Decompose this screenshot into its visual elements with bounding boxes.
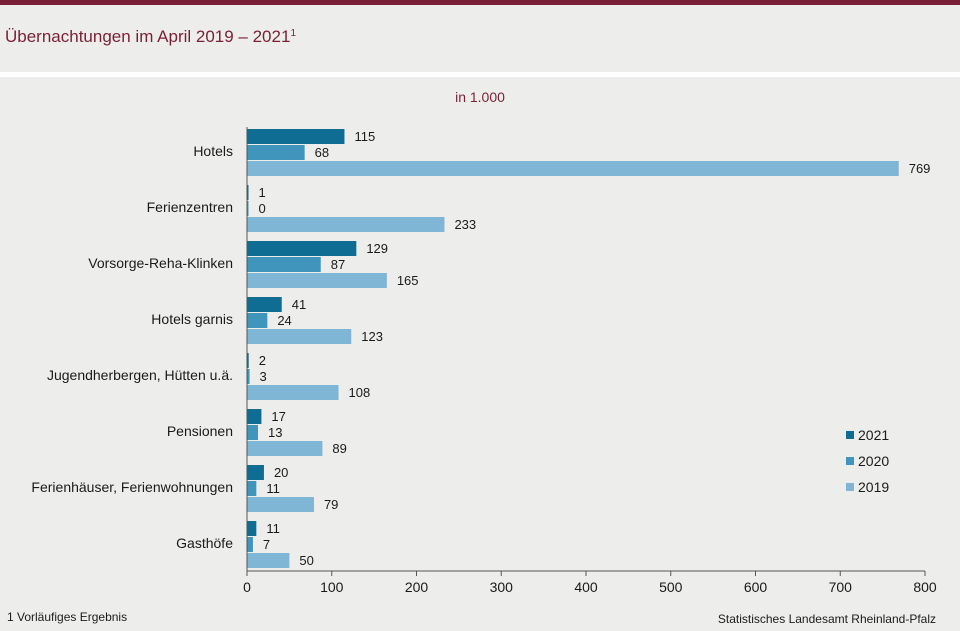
legend-label: 2020 [858,453,889,469]
data-label: 108 [349,385,371,400]
data-label: 165 [397,273,419,288]
bar-2019 [247,385,339,400]
data-label: 233 [454,217,476,232]
unit-label: in 1.000 [455,89,505,105]
data-label: 20 [274,465,288,480]
bar-2019 [247,161,899,176]
footnote: 1 Vorläufiges Ergebnis [7,610,128,624]
legend-swatch-2020 [846,457,854,465]
x-tick-label: 700 [829,579,853,595]
bar-2020 [247,201,249,216]
category-label: Gasthöfe [176,535,233,551]
data-label: 129 [366,241,388,256]
x-tick-label: 800 [913,579,937,595]
legend-swatch-2021 [846,431,854,439]
x-tick-label: 400 [574,579,598,595]
bar-2021 [247,129,345,144]
bar-2019 [247,329,352,344]
data-label: 24 [277,313,291,328]
data-label: 3 [260,369,267,384]
x-tick-label: 0 [243,579,251,595]
bar-2021 [247,409,262,424]
bar-2020 [247,369,250,384]
bar-2021 [247,185,249,200]
legend-label: 2019 [858,479,889,495]
data-label: 68 [315,145,329,160]
data-label: 89 [332,441,346,456]
x-tick-label: 100 [320,579,344,595]
data-label: 79 [324,497,338,512]
data-label: 1 [259,185,266,200]
bar-2020 [247,145,305,160]
source-label: Statistisches Landesamt Rheinland-Pfalz [717,612,936,626]
data-label: 123 [361,329,383,344]
data-label: 50 [299,553,313,568]
data-label: 7 [263,537,270,552]
title-separator [0,72,960,77]
bar-2020 [247,537,253,552]
bar-2019 [247,273,387,288]
data-label: 41 [292,297,306,312]
bar-2020 [247,481,257,496]
bar-2021 [247,297,282,312]
category-label: Ferienzentren [147,199,233,215]
data-label: 769 [909,161,931,176]
data-label: 17 [271,409,285,424]
data-label: 87 [331,257,345,272]
x-tick-label: 500 [659,579,683,595]
bar-2021 [247,353,249,368]
bar-2020 [247,313,268,328]
bar-2021 [247,241,357,256]
category-label: Pensionen [167,423,233,439]
data-label: 11 [266,481,280,496]
bar-2021 [247,465,264,480]
bar-2020 [247,257,321,272]
x-tick-label: 600 [744,579,768,595]
data-label: 0 [259,201,266,216]
category-label: Vorsorge-Reha-Klinken [88,255,233,271]
bar-2019 [247,217,445,232]
category-label: Jugendherbergen, Hütten u.ä. [47,367,233,383]
legend-label: 2021 [858,427,889,443]
bar-2019 [247,553,290,568]
chart-title: Übernachtungen im April 2019 – 20211 [5,27,296,46]
legend-swatch-2019 [846,483,854,491]
x-tick-label: 300 [490,579,514,595]
top-accent-bar [0,0,960,5]
data-label: 2 [259,353,266,368]
data-label: 115 [354,129,375,144]
data-label: 11 [266,521,280,536]
category-label: Hotels garnis [151,311,233,327]
bar-2021 [247,521,257,536]
data-label: 13 [268,425,282,440]
bar-2020 [247,425,259,440]
bar-2019 [247,441,323,456]
bar-2019 [247,497,314,512]
category-label: Hotels [193,143,233,159]
x-tick-label: 200 [405,579,429,595]
category-label: Ferienhäuser, Ferienwohnungen [31,479,233,495]
